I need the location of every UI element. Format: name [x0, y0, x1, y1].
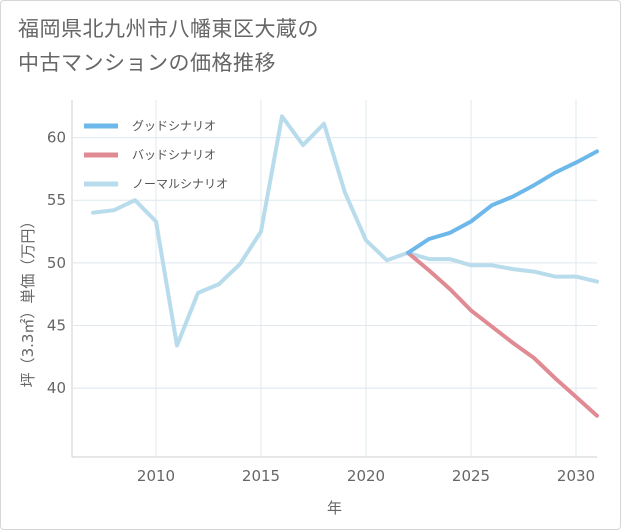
chart-title: 福岡県北九州市八幡東区大蔵の 中古マンションの価格推移: [18, 12, 319, 80]
grid: [71, 100, 597, 458]
legend-label-0: グッドシナリオ: [132, 119, 216, 133]
chart-title-line-2: 中古マンションの価格推移: [18, 51, 276, 75]
chart-title-line-1: 福岡県北九州市八幡東区大蔵の: [18, 17, 319, 41]
axis-ticks: 2010 2015 2020 2025 2030 40 45 50 55 60: [47, 129, 595, 485]
series-line-2: [91, 114, 599, 348]
series-lines: [91, 114, 599, 418]
x-tick-label: 2015: [242, 467, 280, 485]
series-line-1: [406, 250, 599, 418]
legend-label-1: バッドシナリオ: [132, 148, 216, 162]
series-line-0: [406, 149, 599, 255]
legend-label-2: ノーマルシナリオ: [132, 177, 228, 191]
x-tick-label: 2010: [137, 467, 175, 485]
y-tick-label: 50: [47, 254, 66, 272]
x-tick-label: 2025: [452, 467, 490, 485]
x-tick-label: 2020: [347, 467, 385, 485]
x-tick-label: 2030: [557, 467, 595, 485]
y-tick-label: 60: [47, 129, 66, 147]
y-tick-label: 40: [47, 379, 66, 397]
y-tick-label: 55: [47, 191, 66, 209]
x-axis-label: 年: [327, 499, 342, 517]
y-axis-label: 坪（3.3㎡）単価（万円）: [19, 214, 37, 388]
y-tick-label: 45: [47, 316, 66, 334]
